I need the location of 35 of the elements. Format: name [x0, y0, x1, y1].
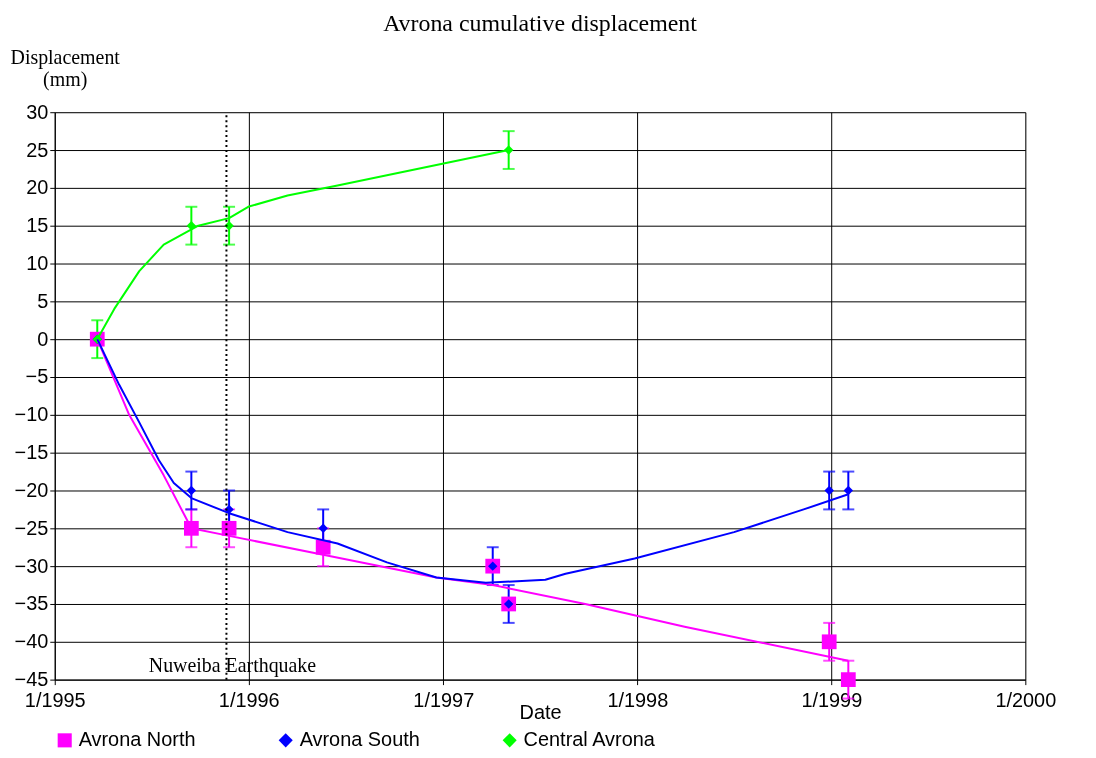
- point: [824, 485, 834, 496]
- x-tick-label: 1/1997: [413, 689, 475, 711]
- x-tick-label: 1/1995: [24, 689, 86, 711]
- point: [840, 672, 856, 688]
- y-tick-label: 25: [26, 138, 49, 161]
- x-tick-label: 1/2000: [995, 689, 1057, 711]
- y-tick-label: 0: [37, 327, 49, 350]
- point: [318, 523, 328, 534]
- y-tick-label: −45: [14, 668, 49, 691]
- y-tick-label: −30: [14, 554, 49, 577]
- x-tick-label: 1/1996: [218, 689, 280, 711]
- y-axis-title: Displacement (mm): [10, 45, 121, 91]
- x-tick-label: 1/1999: [801, 689, 863, 711]
- legend-label: Avrona North: [78, 728, 196, 751]
- x-tick-label: 1/1998: [607, 689, 669, 711]
- y-tick-label: 10: [26, 251, 49, 274]
- y-tick-label: 30: [26, 100, 49, 123]
- point: [186, 485, 197, 496]
- legend-label: Avrona South: [299, 728, 420, 751]
- y-tick-label: −20: [14, 478, 49, 501]
- x-axis-title: Date: [519, 700, 562, 723]
- y-tick-label: 5: [37, 289, 49, 312]
- y-tick-label: −25: [14, 516, 49, 539]
- y-tick-label: −10: [14, 403, 49, 426]
- y-tick-label: −15: [14, 441, 49, 464]
- point: [821, 634, 837, 650]
- y-tick-label: −5: [25, 365, 49, 388]
- y-tick-label: 20: [26, 176, 49, 199]
- point: [315, 539, 331, 555]
- chart-title: Avrona cumulative displacement: [383, 9, 698, 36]
- y-tick-label: −35: [14, 592, 49, 615]
- legend-label: Central Avrona: [523, 728, 656, 751]
- y-tick-label: −40: [14, 630, 49, 653]
- point: [224, 220, 234, 231]
- y-tick-label: 15: [26, 214, 49, 237]
